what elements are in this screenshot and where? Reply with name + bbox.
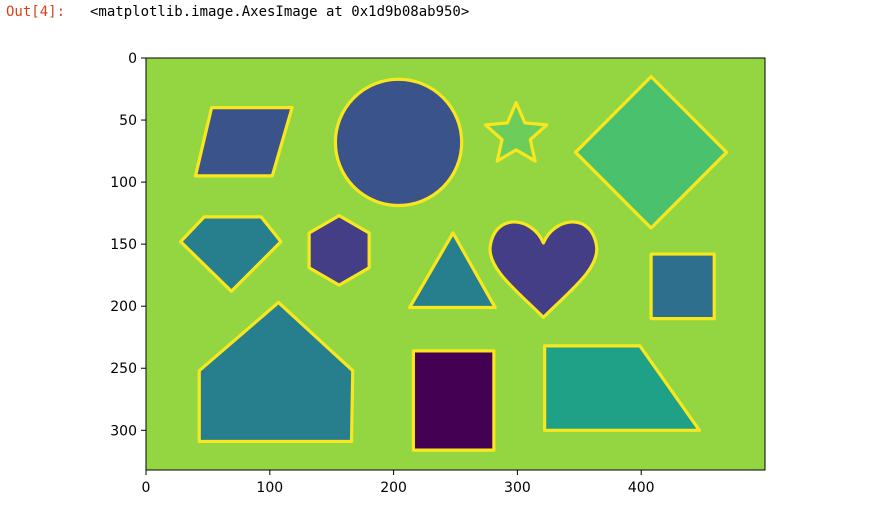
triangle-shape <box>408 231 497 310</box>
axes-frame <box>145 57 766 471</box>
x-tick-label: 100 <box>256 480 283 496</box>
x-tick-label: 400 <box>628 480 655 496</box>
x-tick-label: 300 <box>504 480 531 496</box>
y-tick-label: 50 <box>119 113 137 129</box>
y-tick-label: 300 <box>110 423 137 439</box>
trapezoid-shape <box>543 344 701 432</box>
image-content <box>146 58 765 470</box>
y-tick-label: 200 <box>110 299 137 315</box>
pentagon-gem-shape <box>179 215 283 293</box>
output-repr-text: <matplotlib.image.AxesImage at 0x1d9b08a… <box>90 4 470 20</box>
circle-shape <box>333 77 464 208</box>
x-tick-label: 200 <box>380 480 407 496</box>
star-shape <box>483 101 549 163</box>
y-tick-label: 100 <box>110 175 137 191</box>
parallelogram-shape <box>193 106 294 178</box>
out-prompt: Out[4]: <box>6 4 66 20</box>
house-shape <box>197 300 355 444</box>
diamond-shape <box>573 75 729 230</box>
image-plot: 0 100 200 300 400 0 50 100 150 200 250 300 <box>90 45 790 517</box>
y-tick-label: 150 <box>110 237 137 253</box>
heart-shape <box>488 220 599 319</box>
y-tick-label: 250 <box>110 361 137 377</box>
x-tick-label: 0 <box>142 480 151 496</box>
image-plot-svg: 0 100 200 300 400 0 50 100 150 200 250 300 <box>110 51 766 496</box>
square-shape <box>649 252 716 321</box>
rectangle-shape <box>411 349 496 452</box>
y-tick-label: 0 <box>128 51 137 67</box>
hexagon-shape <box>307 214 371 287</box>
axes: 0 100 200 300 400 0 50 100 150 200 250 300 <box>110 51 766 496</box>
